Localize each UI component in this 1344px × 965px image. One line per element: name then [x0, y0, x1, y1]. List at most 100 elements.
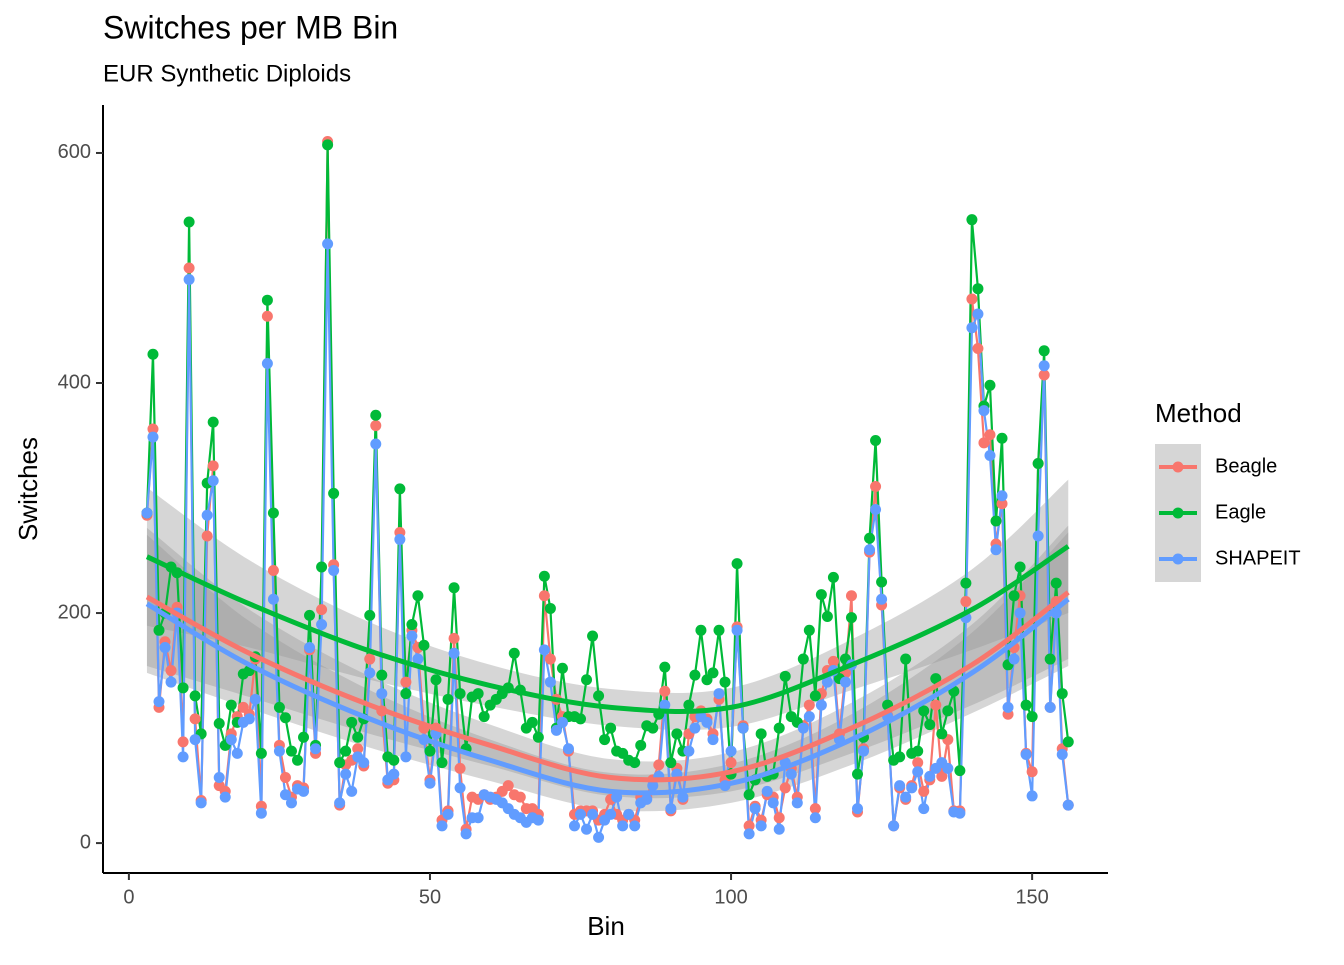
- data-point: [1056, 688, 1068, 700]
- data-point: [183, 273, 195, 285]
- data-point: [370, 420, 382, 432]
- data-point: [159, 642, 171, 654]
- data-point: [845, 590, 857, 602]
- data-point: [761, 785, 773, 797]
- data-point: [876, 593, 888, 605]
- data-point: [845, 612, 857, 624]
- data-point: [647, 780, 659, 792]
- data-point: [472, 812, 484, 824]
- data-point: [972, 343, 984, 355]
- data-point: [261, 357, 273, 369]
- data-point: [304, 642, 316, 654]
- legend-title: Method: [1155, 398, 1242, 428]
- data-point: [870, 435, 882, 447]
- data-point: [189, 690, 201, 702]
- data-point: [448, 582, 460, 594]
- data-point: [556, 662, 568, 674]
- data-point: [370, 438, 382, 450]
- data-point: [316, 604, 328, 616]
- data-point: [1020, 699, 1032, 711]
- data-point: [972, 308, 984, 320]
- data-point: [1014, 607, 1026, 619]
- data-point: [719, 676, 731, 688]
- data-point: [454, 688, 466, 700]
- data-point: [870, 504, 882, 516]
- data-point: [996, 490, 1008, 502]
- data-point: [364, 609, 376, 621]
- data-point: [689, 669, 701, 681]
- data-point: [436, 757, 448, 769]
- legend: Method Beagle Eagle SHAPEIT: [1155, 398, 1301, 582]
- data-point: [599, 734, 611, 746]
- data-point: [364, 653, 376, 665]
- data-point: [864, 544, 876, 556]
- data-point: [984, 449, 996, 461]
- data-point: [189, 713, 201, 725]
- data-point: [1038, 360, 1050, 372]
- data-point: [990, 515, 1002, 527]
- data-point: [1050, 577, 1062, 589]
- data-point: [255, 807, 267, 819]
- data-point: [785, 768, 797, 780]
- data-point: [894, 780, 906, 792]
- data-point: [352, 731, 364, 743]
- data-point: [544, 602, 556, 614]
- data-point: [821, 676, 833, 688]
- trend-line: [145, 544, 1070, 714]
- data-point: [695, 624, 707, 636]
- data-point: [291, 754, 303, 766]
- legend-label: Eagle: [1215, 501, 1266, 523]
- data-point: [298, 731, 310, 743]
- data-point: [749, 803, 761, 815]
- data-point: [376, 669, 388, 681]
- data-point: [725, 745, 737, 757]
- data-point: [1008, 590, 1020, 602]
- data-point: [370, 409, 382, 421]
- data-point: [575, 713, 587, 725]
- data-point: [526, 716, 538, 728]
- data-point: [328, 564, 340, 576]
- data-point: [900, 791, 912, 803]
- data-point: [502, 780, 514, 792]
- data-point: [930, 699, 942, 711]
- data-point: [538, 644, 550, 656]
- data-point: [797, 722, 809, 734]
- data-point: [207, 475, 219, 487]
- data-point: [743, 789, 755, 801]
- data-point: [1044, 701, 1056, 713]
- data-point: [1056, 749, 1068, 761]
- data-point: [213, 772, 225, 784]
- data-point: [442, 808, 454, 820]
- data-point: [593, 690, 605, 702]
- data-point: [617, 820, 629, 832]
- data-point: [641, 793, 653, 805]
- data-point: [1020, 749, 1032, 761]
- data-point: [755, 728, 767, 740]
- data-point: [147, 348, 159, 360]
- data-point: [725, 757, 737, 769]
- data-point: [743, 828, 755, 840]
- data-point: [960, 577, 972, 589]
- y-tick-label: 200: [58, 601, 91, 623]
- data-point: [731, 624, 743, 636]
- data-point: [587, 808, 599, 820]
- data-point: [442, 693, 454, 705]
- data-point: [743, 820, 755, 832]
- data-point: [954, 765, 966, 777]
- data-point: [858, 745, 870, 757]
- data-point: [960, 596, 972, 608]
- data-point: [406, 630, 418, 642]
- data-point: [388, 768, 400, 780]
- data-point: [683, 745, 695, 757]
- x-tick-label: 150: [1015, 886, 1048, 908]
- data-point: [1008, 653, 1020, 665]
- data-point: [918, 705, 930, 717]
- data-point: [936, 728, 948, 740]
- data-point: [773, 823, 785, 835]
- data-point: [996, 432, 1008, 444]
- data-point: [177, 751, 189, 763]
- data-point: [424, 777, 436, 789]
- data-point: [165, 676, 177, 688]
- data-point: [966, 322, 978, 334]
- data-point: [273, 701, 285, 713]
